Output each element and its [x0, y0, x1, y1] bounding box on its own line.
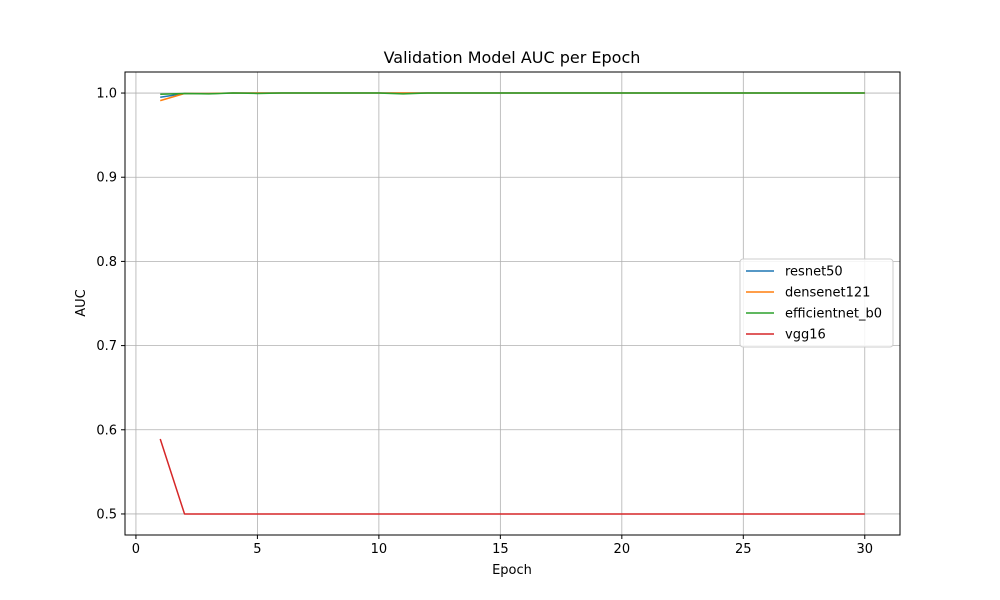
x-tick-label: 10 [371, 542, 388, 557]
y-axis-label: AUC [74, 289, 89, 317]
x-tick-label: 25 [735, 542, 752, 557]
y-tick-label: 0.9 [96, 171, 117, 186]
y-tick-label: 1.0 [96, 87, 117, 102]
ticks: 0 5 10 15 20 25 30 0.5 0.6 0.7 0.8 0.9 1.0 [96, 87, 873, 557]
legend-label-vgg16: vgg16 [785, 328, 826, 343]
x-tick-label: 15 [492, 542, 509, 557]
y-tick-label: 0.6 [96, 423, 117, 438]
series-line-vgg16 [159, 438, 865, 515]
x-tick-label: 5 [253, 542, 261, 557]
series-layer [159, 92, 865, 515]
series-line-efficientnet_b0 [160, 92, 865, 96]
x-tick-label: 20 [614, 542, 631, 557]
legend-label-efficientnet_b0: efficientnet_b0 [785, 307, 882, 322]
x-axis-label: Epoch [492, 563, 532, 578]
legend: resnet50 densenet121 efficientnet_b0 vgg16 [739, 258, 894, 348]
legend-label-resnet50: resnet50 [785, 265, 843, 280]
plot-frame [124, 71, 901, 536]
chart-title: Validation Model AUC per Epoch [384, 48, 641, 67]
legend-label-densenet121: densenet121 [785, 286, 870, 301]
y-tick-label: 0.5 [96, 507, 117, 522]
x-tick-label: 30 [856, 542, 873, 557]
x-tick-label: 0 [132, 542, 140, 557]
legend-box [739, 258, 894, 348]
y-tick-label: 0.8 [96, 255, 117, 270]
y-tick-label: 0.7 [96, 339, 117, 354]
